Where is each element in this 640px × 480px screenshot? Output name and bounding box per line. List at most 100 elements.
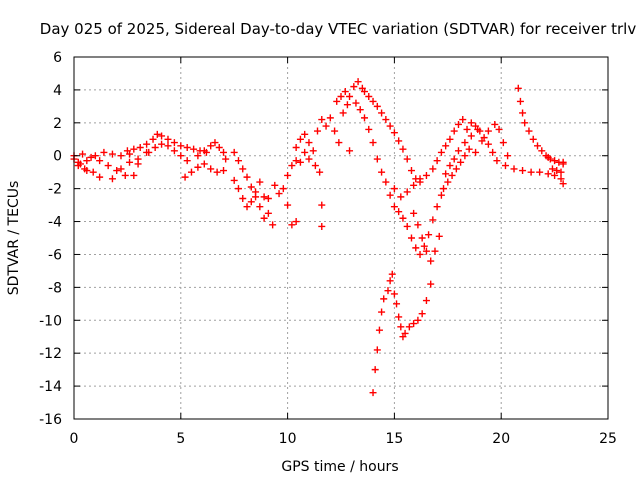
data-point	[386, 277, 394, 285]
data-point	[256, 203, 264, 211]
data-point	[126, 158, 134, 166]
data-point	[130, 145, 138, 153]
data-point	[170, 147, 178, 155]
data-point	[378, 168, 386, 176]
data-point	[472, 148, 480, 156]
data-point	[247, 183, 255, 191]
data-point	[343, 101, 351, 109]
data-point	[134, 160, 142, 168]
data-point	[375, 326, 383, 334]
y-tick-label: -4	[48, 215, 62, 231]
data-point	[371, 366, 379, 374]
data-point	[275, 190, 283, 198]
data-point	[170, 139, 178, 147]
data-point	[403, 188, 411, 196]
data-point	[429, 165, 437, 173]
data-point	[422, 171, 430, 179]
data-point	[427, 280, 435, 288]
data-point	[399, 214, 407, 222]
data-point	[91, 152, 99, 160]
data-point	[341, 88, 349, 96]
data-point	[454, 147, 462, 155]
data-point	[269, 221, 277, 229]
data-point	[442, 142, 450, 150]
data-point	[459, 116, 467, 124]
data-point	[378, 109, 386, 117]
data-point	[510, 165, 518, 173]
data-point	[222, 155, 230, 163]
data-point	[194, 152, 202, 160]
plot-frame	[73, 56, 609, 420]
data-point	[422, 297, 430, 305]
data-point	[130, 171, 138, 179]
data-point	[365, 92, 373, 100]
data-point	[442, 170, 450, 178]
data-point	[405, 323, 413, 331]
data-point	[365, 125, 373, 133]
data-point	[527, 168, 535, 176]
data-point	[461, 139, 469, 147]
data-point	[108, 175, 116, 183]
data-point	[288, 162, 296, 170]
data-point	[395, 137, 403, 145]
data-point	[433, 203, 441, 211]
data-point	[557, 168, 565, 176]
data-point	[158, 140, 166, 148]
data-point	[501, 162, 509, 170]
data-point	[410, 181, 418, 189]
data-point	[230, 148, 238, 156]
data-point	[433, 157, 441, 165]
data-point	[369, 139, 377, 147]
data-point	[525, 127, 533, 135]
data-point	[177, 142, 185, 150]
data-point	[284, 201, 292, 209]
data-point	[536, 168, 544, 176]
data-point	[79, 150, 87, 158]
data-point	[378, 308, 386, 316]
data-point	[529, 135, 537, 143]
data-point	[288, 221, 296, 229]
data-point	[399, 145, 407, 153]
y-axis-label: SDTVAR / TECUs	[6, 181, 22, 296]
data-point	[467, 132, 475, 140]
data-point	[83, 157, 91, 165]
data-point	[395, 313, 403, 321]
data-point	[239, 195, 247, 203]
data-point	[305, 155, 313, 163]
data-point	[382, 178, 390, 186]
data-point	[360, 114, 368, 122]
data-point	[373, 155, 381, 163]
data-point	[301, 130, 309, 138]
data-point	[390, 185, 398, 193]
data-point	[427, 257, 435, 265]
data-point	[373, 102, 381, 110]
data-point	[96, 173, 104, 181]
data-point	[296, 158, 304, 166]
x-tick-label: 10	[279, 431, 297, 447]
data-point	[271, 181, 279, 189]
data-point	[448, 171, 456, 179]
data-point	[484, 127, 492, 135]
data-point	[305, 139, 313, 147]
data-point	[100, 148, 108, 156]
data-point	[256, 178, 264, 186]
data-point	[284, 171, 292, 179]
data-point	[425, 231, 433, 239]
data-point	[437, 191, 445, 199]
data-point	[393, 300, 401, 308]
data-point	[117, 152, 125, 160]
data-point	[452, 165, 460, 173]
y-tick-label: 6	[53, 50, 62, 66]
data-point	[388, 270, 396, 278]
data-point	[544, 153, 552, 161]
data-point	[356, 106, 364, 114]
data-point	[465, 145, 473, 153]
data-point	[472, 122, 480, 130]
y-tick-label: -8	[48, 280, 62, 296]
data-point	[440, 185, 448, 193]
data-point	[145, 148, 153, 156]
data-point	[164, 135, 172, 143]
data-point	[243, 173, 251, 181]
data-point	[346, 92, 354, 100]
